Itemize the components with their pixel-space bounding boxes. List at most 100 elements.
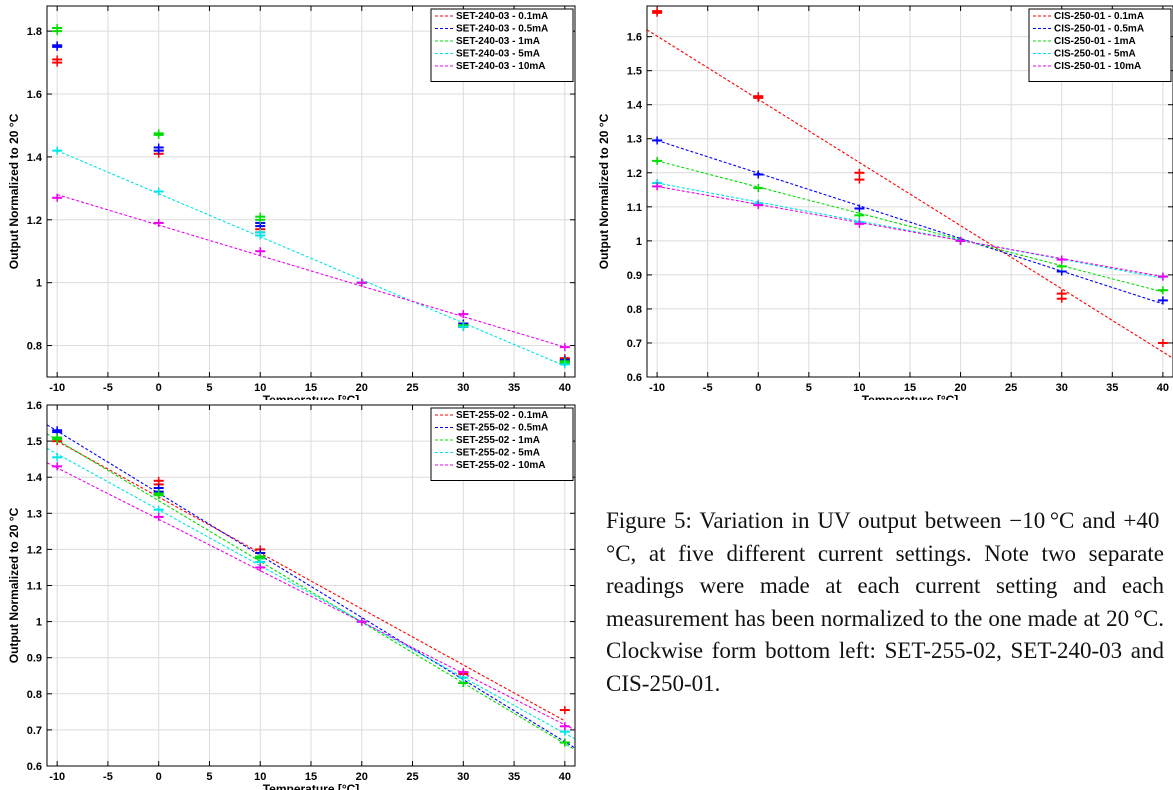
y-tick-label: 0.8 bbox=[27, 689, 42, 701]
data-point bbox=[52, 193, 63, 202]
data-layer bbox=[47, 424, 575, 751]
data-layer bbox=[647, 7, 1173, 359]
data-point bbox=[753, 201, 764, 210]
data-point bbox=[458, 668, 469, 677]
y-tick-label: 1.1 bbox=[27, 581, 42, 593]
x-tick-label: 5 bbox=[206, 382, 212, 394]
data-point bbox=[753, 184, 764, 193]
chart-cis-250-01: -10 -5 0 5 10 15 20 25 30 35 40 0.6 0.7 0.8 0.9 1 1.1 1.2… bbox=[597, 5, 1173, 400]
x-tick-label: 10 bbox=[254, 771, 266, 783]
x-tick-label: -5 bbox=[103, 382, 113, 394]
x-tick-label: 40 bbox=[1157, 382, 1169, 394]
legend-entry: SET-240-03 - 0.1mA bbox=[435, 11, 548, 22]
legend-entry: SET-255-02 - 1mA bbox=[435, 435, 540, 446]
data-point bbox=[1157, 338, 1168, 347]
legend-entry: CIS-250-01 - 0.1mA bbox=[1033, 11, 1144, 22]
data-point bbox=[153, 218, 164, 227]
fit-line bbox=[657, 182, 1163, 279]
data-point bbox=[255, 247, 266, 256]
data-point bbox=[153, 476, 164, 485]
legend-label: SET-240-03 - 5mA bbox=[456, 49, 540, 60]
data-point bbox=[1056, 289, 1067, 298]
x-tick-label: 35 bbox=[508, 382, 520, 394]
y-tick-label: 0.8 bbox=[627, 304, 642, 316]
data-point bbox=[52, 426, 63, 435]
x-tick-label: 40 bbox=[559, 771, 571, 783]
x-tick-label: 25 bbox=[1005, 382, 1017, 394]
y-tick-label: 0.7 bbox=[627, 338, 642, 350]
data-point bbox=[153, 505, 164, 514]
legend-entry: SET-255-02 - 0.1mA bbox=[435, 410, 548, 421]
legend-entry: SET-240-03 - 0.5mA bbox=[435, 24, 548, 35]
legend-label: CIS-250-01 - 0.1mA bbox=[1054, 11, 1144, 22]
data-point bbox=[1157, 296, 1168, 305]
legend-label: CIS-250-01 - 1mA bbox=[1054, 36, 1136, 47]
y-tick-label: 1.5 bbox=[27, 436, 42, 448]
legend-label: SET-240-03 - 1mA bbox=[456, 36, 540, 47]
data-point bbox=[52, 453, 63, 462]
x-tick-label: -10 bbox=[49, 382, 65, 394]
x-tick-label: -5 bbox=[703, 382, 713, 394]
x-tick-label: -10 bbox=[649, 382, 665, 394]
data-point bbox=[153, 129, 164, 138]
y-tick-label: 0.6 bbox=[27, 761, 42, 773]
x-axis-label: Temperature [°C] bbox=[263, 393, 360, 400]
legend-entry: CIS-250-01 - 10mA bbox=[1033, 61, 1141, 72]
chart-set-255-02: -10 -5 0 5 10 15 20 25 30 35 40 0.6 0.7 0.8 0.9 1 1.1 1.2… bbox=[7, 400, 576, 790]
data-point bbox=[854, 175, 865, 184]
legend-entry: CIS-250-01 - 0.5mA bbox=[1033, 24, 1144, 35]
legend-label: SET-240-03 - 10mA bbox=[456, 61, 546, 72]
x-tick-label: 40 bbox=[559, 382, 571, 394]
data-point bbox=[559, 343, 570, 352]
x-axis-label: Temperature [°C] bbox=[862, 393, 959, 400]
legend-label: SET-240-03 - 0.1mA bbox=[456, 11, 548, 22]
x-tick-label: 20 bbox=[356, 771, 368, 783]
data-point bbox=[854, 168, 865, 177]
fit-line bbox=[647, 29, 1173, 359]
x-tick-label: 20 bbox=[356, 382, 368, 394]
y-tick-label: 1.2 bbox=[627, 168, 642, 180]
x-tick-label: 0 bbox=[156, 382, 162, 394]
y-axis-label: Output Normalized to 20 °C bbox=[7, 113, 21, 269]
legend-label: SET-255-02 - 5mA bbox=[456, 448, 540, 459]
x-tick-label: 10 bbox=[254, 382, 266, 394]
x-tick-label: -10 bbox=[49, 771, 65, 783]
data-point bbox=[1157, 272, 1168, 281]
axes-frame bbox=[46, 404, 576, 767]
data-point bbox=[559, 360, 570, 369]
legend-label: CIS-250-01 - 0.5mA bbox=[1054, 24, 1144, 35]
data-point bbox=[153, 143, 164, 152]
y-tick-label: 0.9 bbox=[27, 653, 42, 665]
fit-line bbox=[47, 447, 575, 740]
data-point bbox=[458, 310, 469, 319]
data-point bbox=[255, 212, 266, 221]
y-tick-label: 1.3 bbox=[627, 134, 642, 146]
y-tick-label: 0.6 bbox=[627, 372, 642, 384]
data-point bbox=[753, 92, 764, 101]
fit-line bbox=[56, 150, 566, 367]
y-tick-label: 1.4 bbox=[627, 100, 643, 112]
data-point bbox=[559, 722, 570, 731]
data-point bbox=[1056, 255, 1067, 264]
x-tick-label: 20 bbox=[954, 382, 966, 394]
y-tick-label: 1 bbox=[36, 617, 42, 629]
data-point bbox=[458, 322, 469, 331]
data-point bbox=[652, 7, 663, 16]
legend-label: SET-255-02 - 1mA bbox=[456, 435, 540, 446]
data-point bbox=[955, 236, 966, 245]
data-point bbox=[52, 41, 63, 50]
x-tick-label: 30 bbox=[457, 771, 469, 783]
x-tick-label: -5 bbox=[103, 771, 113, 783]
fit-line bbox=[56, 440, 566, 722]
data-point bbox=[356, 617, 367, 626]
data-point bbox=[52, 55, 63, 64]
y-tick-label: 0.8 bbox=[27, 341, 42, 353]
data-point bbox=[652, 136, 663, 145]
y-tick-label: 0.7 bbox=[27, 725, 42, 737]
x-tick-label: 0 bbox=[156, 771, 162, 783]
data-point bbox=[559, 738, 570, 747]
legend-label: CIS-250-01 - 5mA bbox=[1054, 49, 1136, 60]
x-tick-label: 25 bbox=[406, 382, 418, 394]
